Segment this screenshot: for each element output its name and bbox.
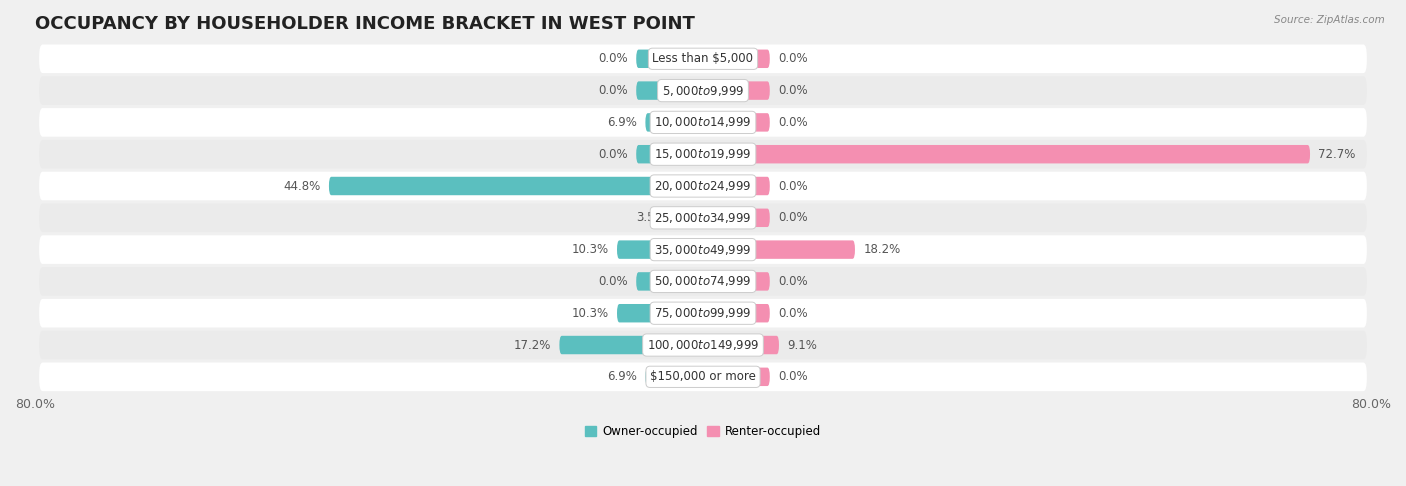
Text: 0.0%: 0.0% bbox=[778, 370, 808, 383]
FancyBboxPatch shape bbox=[703, 177, 770, 195]
FancyBboxPatch shape bbox=[645, 367, 703, 386]
Text: 44.8%: 44.8% bbox=[284, 179, 321, 192]
FancyBboxPatch shape bbox=[636, 50, 703, 68]
Text: 0.0%: 0.0% bbox=[598, 84, 628, 97]
FancyBboxPatch shape bbox=[39, 45, 1367, 73]
Text: $10,000 to $14,999: $10,000 to $14,999 bbox=[654, 115, 752, 129]
Text: 0.0%: 0.0% bbox=[778, 116, 808, 129]
Text: $75,000 to $99,999: $75,000 to $99,999 bbox=[654, 306, 752, 320]
FancyBboxPatch shape bbox=[39, 330, 1367, 359]
FancyBboxPatch shape bbox=[703, 81, 770, 100]
Text: 10.3%: 10.3% bbox=[571, 307, 609, 320]
Text: 0.0%: 0.0% bbox=[778, 179, 808, 192]
Text: $5,000 to $9,999: $5,000 to $9,999 bbox=[662, 84, 744, 98]
FancyBboxPatch shape bbox=[39, 140, 1367, 169]
FancyBboxPatch shape bbox=[617, 304, 703, 322]
Text: 0.0%: 0.0% bbox=[778, 84, 808, 97]
FancyBboxPatch shape bbox=[703, 113, 770, 132]
Text: 0.0%: 0.0% bbox=[778, 307, 808, 320]
Text: 9.1%: 9.1% bbox=[787, 339, 817, 351]
FancyBboxPatch shape bbox=[560, 336, 703, 354]
Text: $50,000 to $74,999: $50,000 to $74,999 bbox=[654, 275, 752, 288]
FancyBboxPatch shape bbox=[329, 177, 703, 195]
Text: 6.9%: 6.9% bbox=[607, 116, 637, 129]
FancyBboxPatch shape bbox=[636, 145, 703, 163]
Text: $100,000 to $149,999: $100,000 to $149,999 bbox=[647, 338, 759, 352]
Text: $150,000 or more: $150,000 or more bbox=[650, 370, 756, 383]
FancyBboxPatch shape bbox=[703, 208, 770, 227]
Text: 0.0%: 0.0% bbox=[598, 148, 628, 161]
Text: 0.0%: 0.0% bbox=[778, 211, 808, 225]
Text: Less than $5,000: Less than $5,000 bbox=[652, 52, 754, 65]
FancyBboxPatch shape bbox=[703, 50, 770, 68]
FancyBboxPatch shape bbox=[39, 76, 1367, 105]
Text: $20,000 to $24,999: $20,000 to $24,999 bbox=[654, 179, 752, 193]
FancyBboxPatch shape bbox=[39, 363, 1367, 391]
FancyBboxPatch shape bbox=[703, 304, 770, 322]
Text: 0.0%: 0.0% bbox=[598, 52, 628, 65]
Text: $15,000 to $19,999: $15,000 to $19,999 bbox=[654, 147, 752, 161]
Text: 0.0%: 0.0% bbox=[598, 275, 628, 288]
Text: 17.2%: 17.2% bbox=[513, 339, 551, 351]
FancyBboxPatch shape bbox=[39, 235, 1367, 264]
Text: 3.5%: 3.5% bbox=[636, 211, 665, 225]
Text: 0.0%: 0.0% bbox=[778, 275, 808, 288]
Text: $35,000 to $49,999: $35,000 to $49,999 bbox=[654, 243, 752, 257]
Legend: Owner-occupied, Renter-occupied: Owner-occupied, Renter-occupied bbox=[579, 420, 827, 443]
FancyBboxPatch shape bbox=[39, 204, 1367, 232]
FancyBboxPatch shape bbox=[703, 336, 779, 354]
Text: 10.3%: 10.3% bbox=[571, 243, 609, 256]
Text: 6.9%: 6.9% bbox=[607, 370, 637, 383]
FancyBboxPatch shape bbox=[39, 299, 1367, 328]
FancyBboxPatch shape bbox=[703, 145, 1310, 163]
Text: OCCUPANCY BY HOUSEHOLDER INCOME BRACKET IN WEST POINT: OCCUPANCY BY HOUSEHOLDER INCOME BRACKET … bbox=[35, 15, 695, 33]
FancyBboxPatch shape bbox=[39, 108, 1367, 137]
Text: 72.7%: 72.7% bbox=[1319, 148, 1355, 161]
Text: 0.0%: 0.0% bbox=[778, 52, 808, 65]
FancyBboxPatch shape bbox=[636, 81, 703, 100]
FancyBboxPatch shape bbox=[617, 241, 703, 259]
FancyBboxPatch shape bbox=[673, 208, 703, 227]
Text: 18.2%: 18.2% bbox=[863, 243, 901, 256]
FancyBboxPatch shape bbox=[703, 272, 770, 291]
Text: Source: ZipAtlas.com: Source: ZipAtlas.com bbox=[1274, 15, 1385, 25]
Text: $25,000 to $34,999: $25,000 to $34,999 bbox=[654, 211, 752, 225]
FancyBboxPatch shape bbox=[39, 172, 1367, 200]
FancyBboxPatch shape bbox=[645, 113, 703, 132]
FancyBboxPatch shape bbox=[636, 272, 703, 291]
FancyBboxPatch shape bbox=[703, 367, 770, 386]
FancyBboxPatch shape bbox=[703, 241, 855, 259]
FancyBboxPatch shape bbox=[39, 267, 1367, 295]
